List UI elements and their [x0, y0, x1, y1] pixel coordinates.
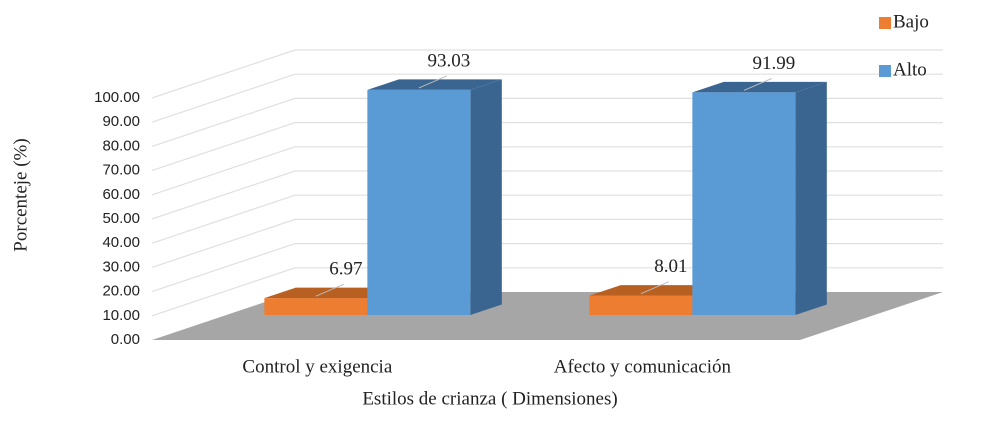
- bar: [367, 79, 502, 316]
- bar-face: [264, 298, 368, 316]
- grid-line: [151, 49, 943, 99]
- y-tick-label: 20.00: [102, 283, 140, 300]
- y-tick-label: 100.00: [94, 89, 140, 106]
- legend-swatch: [879, 17, 891, 29]
- y-tick-label: 50.00: [102, 210, 140, 227]
- y-tick-label: 70.00: [102, 162, 140, 179]
- y-tick-label: 10.00: [102, 307, 140, 324]
- bar: [692, 81, 827, 316]
- leader-line: [743, 77, 773, 91]
- y-axis-label: Porcenteje (%): [10, 138, 31, 251]
- leader-line: [418, 75, 448, 89]
- legend-label: Alto: [893, 59, 927, 80]
- bar-face: [589, 295, 693, 316]
- bar-face: [692, 92, 796, 316]
- grid-line: [151, 73, 943, 123]
- leader-line: [315, 283, 345, 297]
- y-tick-label: 0.00: [111, 331, 140, 348]
- leader-line: [640, 281, 670, 295]
- bar-face: [795, 81, 827, 316]
- bar-face: [589, 285, 724, 296]
- y-tick-label: 80.00: [102, 137, 140, 154]
- legend-swatch: [879, 65, 891, 77]
- bar-face: [470, 79, 502, 316]
- bar-face: [264, 287, 399, 299]
- y-tick-label: 30.00: [102, 258, 140, 275]
- x-tick-label: Control y exigencia: [242, 356, 392, 377]
- data-label: 6.97: [329, 259, 362, 280]
- bar-face: [692, 81, 827, 93]
- y-tick-label: 40.00: [102, 234, 140, 251]
- data-label: 8.01: [654, 256, 687, 277]
- x-tick-label: Afecto y comunicación: [554, 356, 732, 377]
- bar-face: [367, 89, 471, 316]
- legend-label: Bajo: [893, 11, 929, 32]
- data-label: 93.03: [427, 50, 470, 71]
- x-axis-label: Estilos de crianza ( Dimensiones): [362, 388, 617, 409]
- y-tick-label: 60.00: [102, 186, 140, 203]
- data-label: 91.99: [752, 53, 795, 74]
- bar-face: [367, 79, 502, 90]
- y-tick-label: 90.00: [102, 113, 140, 130]
